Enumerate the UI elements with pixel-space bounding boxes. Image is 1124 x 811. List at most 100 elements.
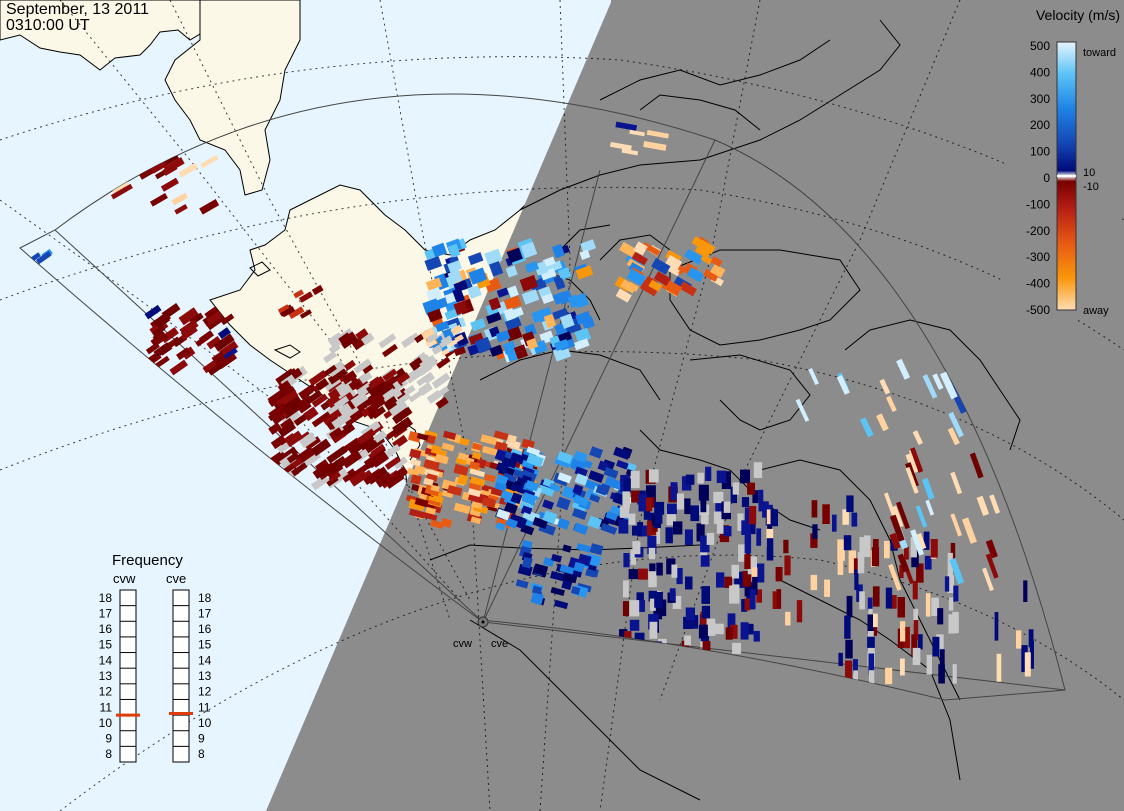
- velocity-cell: [496, 287, 509, 298]
- velocity-cell: [851, 512, 858, 527]
- velocity-cell: [756, 528, 762, 546]
- velocity-cell: [900, 658, 905, 676]
- velocity-cell: [553, 338, 570, 352]
- velocity-cell: [900, 621, 906, 642]
- velocity-cell: [557, 451, 573, 464]
- velocity-cell: [670, 482, 678, 501]
- velocity-cell: [783, 539, 789, 554]
- velocity-cell: [420, 327, 436, 340]
- velocity-cell: [921, 477, 935, 500]
- velocity-cell: [626, 268, 647, 286]
- velocity-cell: [585, 568, 596, 578]
- velocity-cell: [628, 569, 639, 580]
- velocity-cell: [656, 562, 663, 576]
- velocity-cell: [638, 568, 648, 580]
- velocity-cell: [845, 639, 853, 659]
- velocity-cell: [329, 427, 344, 441]
- velocity-cell: [587, 515, 603, 530]
- velocity-cell: [837, 539, 845, 561]
- velocity-cell: [486, 311, 502, 324]
- velocity-cell: [784, 555, 791, 576]
- velocity-cell: [360, 332, 375, 346]
- velocity-cell: [453, 502, 471, 514]
- velocity-cell: [540, 268, 557, 281]
- velocity-cell: [299, 309, 312, 319]
- velocity-cell: [219, 340, 239, 358]
- velocity-cell: [288, 306, 305, 319]
- velocity-cell: [308, 369, 328, 387]
- velocity-cell: [623, 580, 629, 598]
- velocity-cell: [447, 339, 458, 348]
- velocity-cell: [538, 484, 555, 497]
- velocity-cell: [679, 281, 697, 297]
- velocity-cell: [286, 451, 300, 464]
- velocity-cell: [409, 356, 424, 371]
- velocity-cell: [701, 586, 710, 604]
- velocity-cell: [902, 626, 910, 649]
- velocity-cell: [519, 274, 539, 292]
- velocity-cell: [697, 472, 704, 484]
- velocity-cell: [298, 432, 317, 449]
- velocity-cell: [700, 254, 713, 265]
- velocity-cell: [690, 505, 700, 522]
- velocity-cell: [388, 400, 408, 417]
- velocity-cell: [367, 407, 381, 420]
- velocity-cell: [647, 536, 657, 555]
- velocity-cell: [630, 470, 640, 489]
- velocity-cell: [944, 576, 950, 592]
- velocity-cell: [178, 307, 199, 326]
- velocity-cell: [885, 395, 897, 413]
- velocity-cell: [211, 351, 227, 366]
- velocity-cell: [285, 394, 302, 410]
- velocity-cell: [905, 466, 919, 494]
- velocity-cell: [888, 563, 902, 591]
- velocity-cell: [706, 618, 716, 636]
- velocity-cell: [504, 317, 522, 331]
- velocity-cell: [469, 461, 480, 470]
- velocity-cell: [916, 563, 924, 583]
- velocity-cell: [685, 607, 695, 621]
- velocity-cell: [323, 350, 338, 364]
- velocity-cell: [716, 572, 725, 588]
- velocity-cell: [758, 489, 764, 512]
- velocity-cell: [431, 372, 451, 389]
- velocity-cell: [785, 611, 791, 626]
- velocity-cell: [808, 368, 820, 386]
- frequency-tick-right: 11: [198, 700, 211, 714]
- velocity-cell: [534, 261, 549, 276]
- velocity-cell: [525, 479, 540, 492]
- velocity-cell: [423, 459, 440, 471]
- velocity-cell: [457, 452, 469, 461]
- velocity-cell: [572, 483, 584, 496]
- velocity-cell: [489, 344, 504, 357]
- velocity-cell: [378, 333, 397, 349]
- velocity-cell: [889, 514, 905, 542]
- velocity-cell: [633, 241, 648, 256]
- velocity-cell: [725, 627, 733, 640]
- velocity-cell: [298, 291, 314, 303]
- velocity-cell: [551, 243, 565, 259]
- velocity-cell: [648, 279, 663, 292]
- velocity-cell: [340, 421, 356, 436]
- velocity-cell: [1016, 630, 1022, 649]
- velocity-cell: [471, 442, 483, 451]
- velocity-cell: [382, 375, 397, 389]
- velocity-cell: [467, 252, 484, 266]
- velocity-cell: [550, 586, 565, 596]
- velocity-cell: [573, 522, 589, 535]
- velocity-cell: [423, 512, 438, 521]
- velocity-cell: [358, 370, 373, 384]
- velocity-cell: [621, 148, 639, 156]
- velocity-cell: [812, 524, 818, 539]
- velocity-cell: [468, 267, 488, 285]
- velocity-cell: [328, 471, 342, 483]
- velocity-cell: [394, 392, 412, 407]
- velocity-cell: [700, 535, 710, 553]
- velocity-cell: [541, 293, 554, 304]
- velocity-cell: [896, 501, 910, 530]
- velocity-cell: [349, 469, 369, 487]
- velocity-cell: [622, 601, 629, 617]
- velocity-cell: [872, 623, 878, 636]
- velocity-cell: [873, 613, 878, 628]
